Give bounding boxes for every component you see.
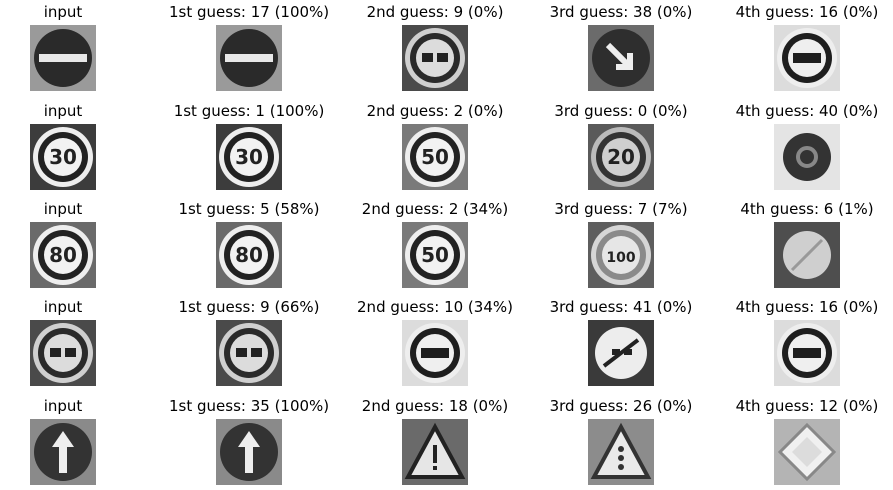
no-passing-sign-icon <box>30 320 96 386</box>
guess-cell: 3rd guess: 26 (0%) <box>541 397 701 485</box>
guess-cell: 2nd guess: 18 (0%) <box>355 397 515 485</box>
guess-cell: 1st guess: 9 (66%) <box>169 298 329 386</box>
svg-text:80: 80 <box>235 243 263 267</box>
guess-cell: 4th guess: 16 (0%) <box>727 3 887 91</box>
guess-cell: 2nd guess: 2 (34%) 50 <box>355 200 515 288</box>
guess-cell: 3rd guess: 41 (0%) <box>541 298 701 386</box>
no-entry-sign-icon <box>30 25 96 91</box>
guess-label: 2nd guess: 2 (34%) <box>361 200 509 218</box>
ahead-only-sign-icon <box>30 419 96 485</box>
svg-text:30: 30 <box>49 145 77 169</box>
speed-20-sign-icon: 20 <box>588 124 654 190</box>
svg-text:80: 80 <box>49 243 77 267</box>
guess-label: 1st guess: 17 (100%) <box>169 3 330 21</box>
roundabout-sign-icon <box>774 124 840 190</box>
guess-cell: 4th guess: 6 (1%) <box>727 200 887 288</box>
guess-label: 3rd guess: 26 (0%) <box>549 397 693 415</box>
no-entry-sign-icon <box>216 25 282 91</box>
guess-label: 2nd guess: 18 (0%) <box>361 397 509 415</box>
svg-text:20: 20 <box>607 145 635 169</box>
guess-cell: 1st guess: 35 (100%) <box>169 397 329 485</box>
guess-label: 1st guess: 5 (58%) <box>178 200 320 218</box>
input-cell: input 80 <box>0 200 143 288</box>
input-label: input <box>43 298 83 316</box>
guess-cell: 1st guess: 1 (100%) 30 <box>169 102 329 190</box>
guess-label: 4th guess: 12 (0%) <box>735 397 879 415</box>
priority-road-sign-icon <box>774 419 840 485</box>
input-cell: input 30 <box>0 102 143 190</box>
keep-right-sign-icon <box>588 25 654 91</box>
guess-label: 2nd guess: 2 (0%) <box>366 102 504 120</box>
no-trucks-passing-sign-icon <box>402 320 468 386</box>
svg-text:50: 50 <box>421 243 449 267</box>
guess-label: 4th guess: 6 (1%) <box>740 200 874 218</box>
guess-label: 3rd guess: 0 (0%) <box>554 102 688 120</box>
guess-cell: 3rd guess: 7 (7%) 100 <box>541 200 701 288</box>
input-label: input <box>43 200 83 218</box>
guess-label: 3rd guess: 41 (0%) <box>549 298 693 316</box>
speed-30-sign-icon: 30 <box>30 124 96 190</box>
input-cell: input <box>0 298 143 386</box>
guess-label: 1st guess: 1 (100%) <box>173 102 325 120</box>
input-label: input <box>43 397 83 415</box>
speed-50-sign-icon: 50 <box>402 222 468 288</box>
guess-label: 3rd guess: 38 (0%) <box>549 3 693 21</box>
end-speed-80-sign-icon <box>774 222 840 288</box>
speed-80-sign-icon: 80 <box>30 222 96 288</box>
speed-80-sign-icon: 80 <box>216 222 282 288</box>
end-no-passing-sign-icon <box>588 320 654 386</box>
ahead-only-sign-icon <box>216 419 282 485</box>
guess-cell: 4th guess: 16 (0%) <box>727 298 887 386</box>
traffic-signals-sign-icon <box>588 419 654 485</box>
guess-cell: 1st guess: 17 (100%) <box>169 3 329 91</box>
guess-label: 4th guess: 16 (0%) <box>735 3 879 21</box>
guess-label: 4th guess: 40 (0%) <box>735 102 879 120</box>
guess-cell: 2nd guess: 10 (34%) <box>355 298 515 386</box>
guess-cell: 4th guess: 40 (0%) <box>727 102 887 190</box>
speed-50-sign-icon: 50 <box>402 124 468 190</box>
no-trucks-passing-sign-icon <box>774 320 840 386</box>
guess-label: 1st guess: 9 (66%) <box>178 298 320 316</box>
guess-cell: 4th guess: 12 (0%) <box>727 397 887 485</box>
guess-cell: 2nd guess: 9 (0%) <box>355 3 515 91</box>
input-label: input <box>43 102 83 120</box>
speed-30-sign-icon: 30 <box>216 124 282 190</box>
input-cell: input <box>0 3 143 91</box>
input-cell: input <box>0 397 143 485</box>
guess-label: 4th guess: 16 (0%) <box>735 298 879 316</box>
general-caution-sign-icon <box>402 419 468 485</box>
no-passing-sign-icon <box>216 320 282 386</box>
guess-cell: 1st guess: 5 (58%) 80 <box>169 200 329 288</box>
guess-label: 2nd guess: 9 (0%) <box>366 3 504 21</box>
svg-text:50: 50 <box>421 145 449 169</box>
speed-100-sign-icon: 100 <box>588 222 654 288</box>
guess-label: 3rd guess: 7 (7%) <box>554 200 688 218</box>
svg-text:30: 30 <box>235 145 263 169</box>
no-passing-sign-icon <box>402 25 468 91</box>
guess-label: 2nd guess: 10 (34%) <box>357 298 513 316</box>
guess-cell: 2nd guess: 2 (0%) 50 <box>355 102 515 190</box>
guess-cell: 3rd guess: 38 (0%) <box>541 3 701 91</box>
input-label: input <box>43 3 83 21</box>
guess-label: 1st guess: 35 (100%) <box>169 397 330 415</box>
guess-cell: 3rd guess: 0 (0%) 20 <box>541 102 701 190</box>
svg-text:100: 100 <box>606 250 635 266</box>
no-trucks-passing-sign-icon <box>774 25 840 91</box>
